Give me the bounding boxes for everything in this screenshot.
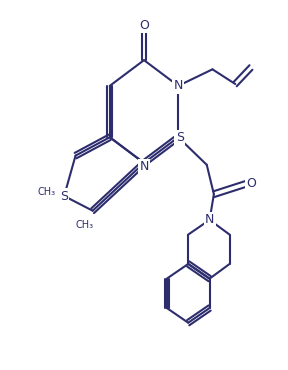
Text: CH₃: CH₃ — [38, 187, 56, 197]
Text: N: N — [174, 79, 183, 92]
Text: O: O — [246, 176, 256, 190]
Text: CH₃: CH₃ — [75, 221, 93, 231]
Text: O: O — [139, 19, 149, 32]
Text: S: S — [176, 131, 184, 144]
Text: S: S — [60, 189, 68, 202]
Text: N: N — [205, 213, 214, 226]
Text: N: N — [139, 160, 149, 173]
